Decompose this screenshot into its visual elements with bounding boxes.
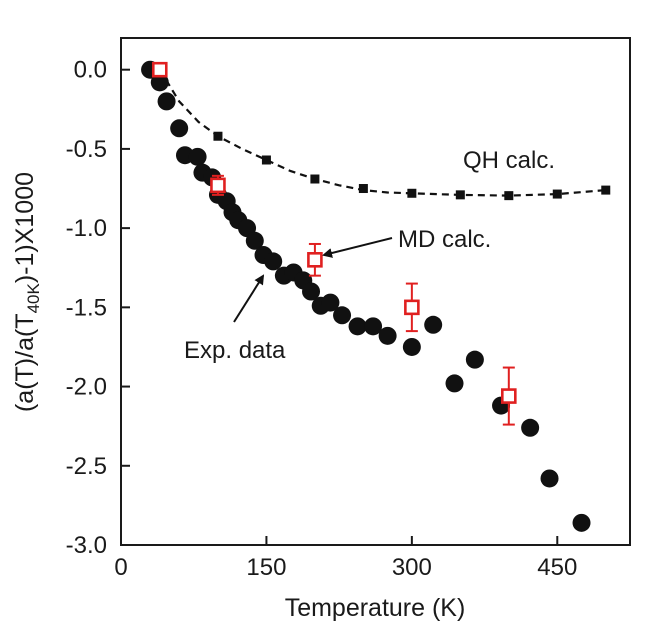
y-tick-label: -1.0 [66,215,107,242]
exp-data-point [378,326,397,345]
qh-calc-point [213,131,223,141]
md-calc-point [404,299,420,316]
y-tick-label: -3.0 [66,532,107,559]
qh-calc-point [310,174,320,184]
exp-data-point [321,293,340,312]
y-tick-label: 0.0 [74,57,107,84]
x-tick-label: 450 [537,554,577,581]
exp-data-point [402,337,421,356]
exp-data-point [302,282,321,301]
md-calc-point [210,177,226,194]
exp-data-point [170,119,189,138]
exp-data-point [333,306,352,325]
exp-data-point [445,374,464,393]
annotation-exp-data: Exp. data [184,337,286,364]
axes: 0 150 300 450 0.0 -0.5 -1.0 -1.5 -2.0 -2.5 -3.0 [66,57,578,581]
qh-calc-point [358,184,368,194]
y-tick-label: -1.5 [66,294,107,321]
md-calc-arrow [322,237,393,258]
md-calc-point [151,61,168,78]
x-tick-label: 0 [114,554,127,581]
exp-data-point [424,315,443,334]
exp-data-point [150,73,169,92]
exp-data-point [245,231,264,250]
exp-data-point [572,513,591,532]
annotation-qh-calc: QH calc. [463,147,555,174]
annotation-md-calc: MD calc. [398,226,491,253]
x-axis-title: Temperature (K) [285,594,466,622]
x-tick-label: 300 [392,554,432,581]
y-tick-label: -2.0 [66,374,107,401]
exp-data-point [364,317,383,336]
exp-data-point [188,147,207,166]
qh-calc-point [261,155,271,165]
y-tick-label: -0.5 [66,136,107,163]
y-axis-title-part-2: )-1)X1000 [11,172,39,283]
exp-data-point [540,469,559,488]
y-axis-title: (a(T)/a(T40K)-1)X1000 [11,172,43,412]
y-tick-label: -2.5 [66,453,107,480]
plot-frame [120,37,631,546]
exp-data-point [157,92,176,111]
y-axis-title-subscript: 40K [24,282,43,313]
exp-data-point [348,317,367,336]
y-axis-title-part-1: (a(T)/a(T [11,313,39,412]
qh-calc-point [407,188,417,198]
qh-calc-point [601,185,611,195]
qh-calc-point [552,189,562,199]
qh-calc-point [455,190,465,200]
md-calc-point [501,388,517,404]
x-tick-label: 150 [246,554,286,581]
exp-data-point [521,418,540,437]
exp-data-point [465,350,484,369]
qh-calc-curve [158,69,606,197]
exp-data-arrow [233,274,265,323]
exp-data-point [264,252,283,271]
data-layer [141,60,611,532]
qh-calc-point [504,191,514,201]
md-calc-point [307,252,323,268]
